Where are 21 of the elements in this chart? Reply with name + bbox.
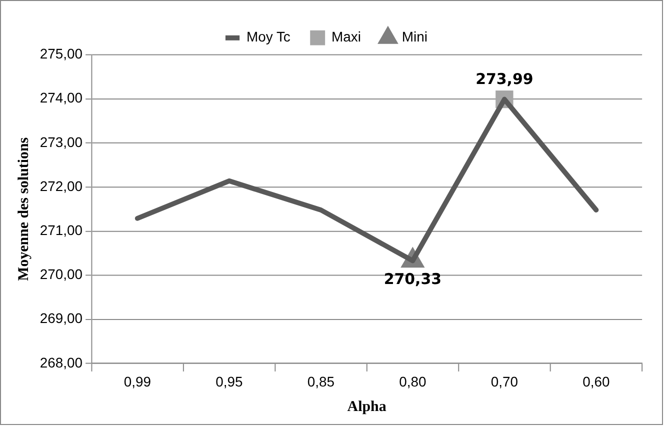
y-tick-label: 273,00 [40,134,83,150]
x-tick-label: 0,85 [307,374,335,390]
y-tick-label: 269,00 [40,310,83,326]
y-tick-label: 268,00 [40,354,83,370]
legend-label: Mini [402,28,428,45]
x-tick-label: 0,99 [124,374,152,390]
y-tick-label: 274,00 [40,90,83,106]
legend-label: Maxi [332,28,362,45]
x-tick-label: 0,80 [399,374,426,390]
y-tick-label: 270,00 [40,266,83,282]
data-label: 270,33 [384,270,442,288]
x-tick-label: 0,70 [490,374,518,390]
y-tick-label: 272,00 [40,178,83,194]
legend-label: Moy Tc [246,28,290,45]
x-tick-label: 0,95 [216,374,243,390]
y-tick-label: 271,00 [40,222,83,238]
y-tick-label: 275,00 [40,46,83,62]
data-label: 273,99 [476,70,534,88]
x-tick-label: 0,60 [582,374,610,390]
x-axis-title: Alpha [347,398,387,415]
y-axis-title: Moyenne des solutions [16,137,32,281]
